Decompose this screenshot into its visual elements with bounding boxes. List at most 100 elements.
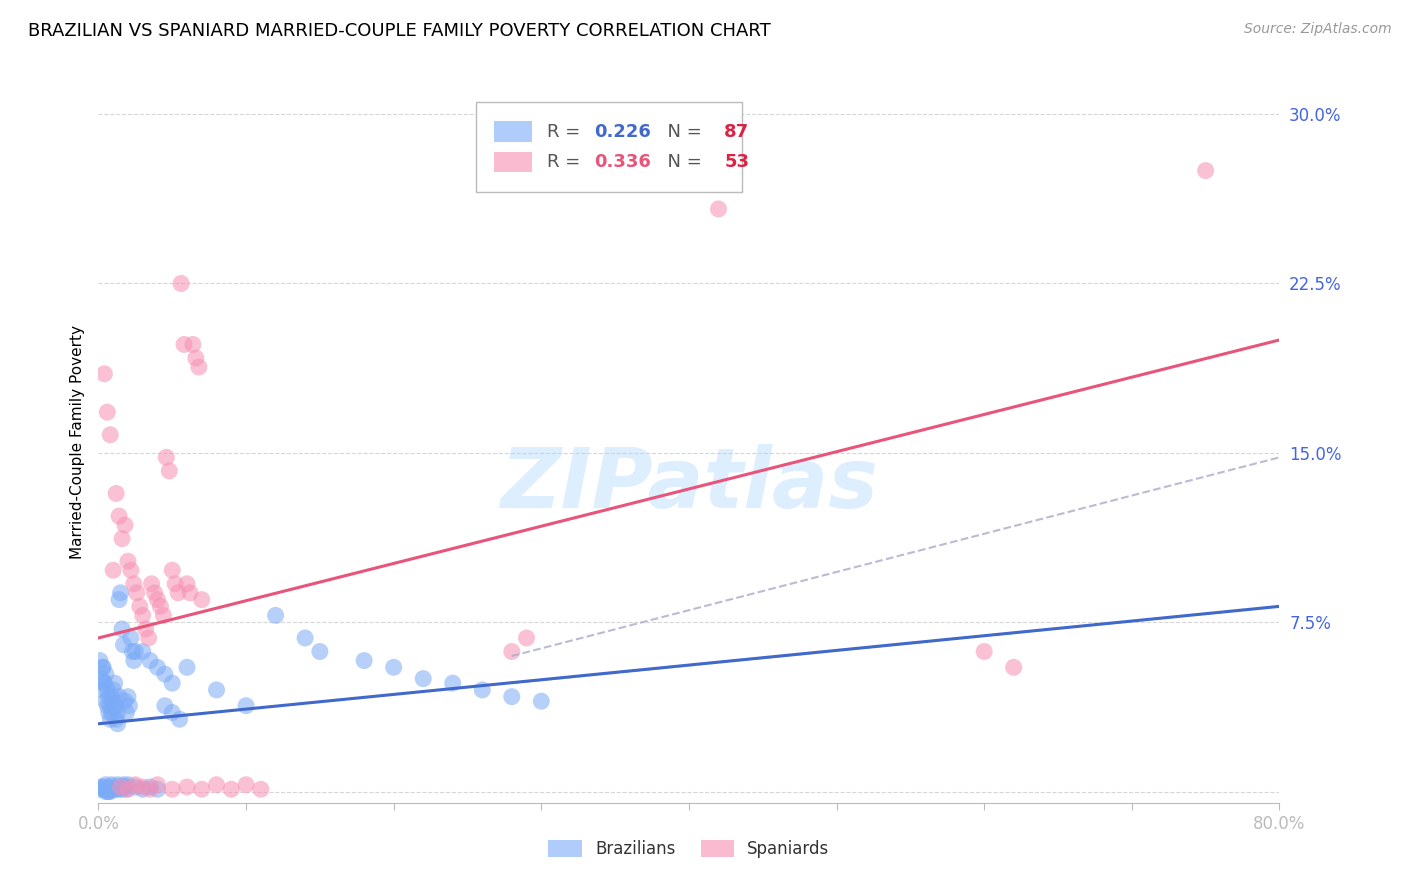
Point bbox=[96, 405, 118, 419]
Point bbox=[139, 654, 162, 668]
Point bbox=[98, 782, 121, 797]
Point bbox=[94, 778, 117, 792]
Point bbox=[105, 782, 128, 797]
Point bbox=[149, 599, 172, 614]
Point bbox=[122, 576, 145, 591]
Point bbox=[162, 676, 183, 690]
Point bbox=[111, 532, 134, 546]
Point bbox=[118, 698, 141, 713]
Point bbox=[89, 654, 111, 668]
Point bbox=[103, 782, 125, 797]
Point bbox=[104, 676, 127, 690]
Point bbox=[1002, 660, 1025, 674]
Text: ZIPatlas: ZIPatlas bbox=[501, 444, 877, 525]
Point bbox=[124, 780, 146, 794]
Text: Source: ZipAtlas.com: Source: ZipAtlas.com bbox=[1244, 22, 1392, 37]
Point bbox=[120, 563, 142, 577]
Point bbox=[124, 644, 146, 658]
Point bbox=[110, 780, 132, 794]
Point bbox=[181, 337, 204, 351]
Point bbox=[124, 778, 146, 792]
Point bbox=[501, 644, 523, 658]
Point bbox=[132, 644, 155, 658]
Point bbox=[108, 690, 131, 704]
Point bbox=[114, 518, 136, 533]
Point bbox=[111, 782, 134, 797]
Point bbox=[90, 682, 112, 697]
Point bbox=[97, 706, 120, 720]
Text: N =: N = bbox=[655, 153, 707, 171]
Point bbox=[235, 698, 257, 713]
Point bbox=[146, 778, 169, 792]
Point bbox=[155, 450, 177, 465]
Point bbox=[471, 682, 494, 697]
Point bbox=[162, 563, 183, 577]
Point bbox=[107, 716, 129, 731]
Point bbox=[97, 780, 120, 794]
Point bbox=[110, 780, 132, 794]
Point bbox=[1195, 163, 1218, 178]
Point bbox=[108, 509, 131, 524]
Point bbox=[146, 592, 169, 607]
FancyBboxPatch shape bbox=[494, 121, 531, 142]
Point bbox=[96, 698, 118, 713]
Point bbox=[157, 464, 180, 478]
Point bbox=[97, 690, 120, 704]
Text: BRAZILIAN VS SPANIARD MARRIED-COUPLE FAMILY POVERTY CORRELATION CHART: BRAZILIAN VS SPANIARD MARRIED-COUPLE FAM… bbox=[28, 22, 770, 40]
Point bbox=[94, 784, 117, 798]
Point bbox=[221, 782, 243, 797]
Point bbox=[91, 780, 114, 794]
Point bbox=[96, 782, 118, 797]
Text: 0.336: 0.336 bbox=[595, 153, 651, 171]
Point bbox=[169, 712, 191, 726]
Point bbox=[122, 654, 145, 668]
Point bbox=[93, 782, 115, 797]
Point bbox=[441, 676, 464, 690]
Point bbox=[91, 660, 114, 674]
Point bbox=[176, 660, 198, 674]
Point bbox=[100, 690, 122, 704]
Point bbox=[90, 672, 112, 686]
Point bbox=[121, 644, 143, 658]
Y-axis label: Married-Couple Family Poverty: Married-Couple Family Poverty bbox=[69, 325, 84, 558]
Point bbox=[117, 690, 139, 704]
Point bbox=[112, 778, 135, 792]
Point bbox=[100, 706, 122, 720]
Point bbox=[117, 778, 139, 792]
Point bbox=[94, 694, 117, 708]
Point bbox=[105, 712, 128, 726]
Point bbox=[973, 644, 995, 658]
Point bbox=[128, 599, 150, 614]
Point bbox=[117, 554, 139, 568]
Point bbox=[205, 778, 228, 792]
Point bbox=[97, 784, 120, 798]
Point bbox=[153, 667, 176, 681]
Point bbox=[107, 706, 129, 720]
Text: 87: 87 bbox=[724, 122, 749, 141]
Point bbox=[96, 784, 118, 798]
Point bbox=[412, 672, 434, 686]
Point bbox=[176, 780, 198, 794]
Text: R =: R = bbox=[547, 122, 586, 141]
Point bbox=[143, 586, 166, 600]
Point bbox=[96, 682, 118, 697]
Point bbox=[108, 782, 131, 797]
Point bbox=[104, 780, 127, 794]
Point bbox=[114, 694, 136, 708]
Point bbox=[205, 682, 228, 697]
Point bbox=[138, 631, 160, 645]
Point bbox=[100, 778, 122, 792]
Point bbox=[91, 660, 114, 674]
Point bbox=[125, 586, 148, 600]
Point bbox=[112, 638, 135, 652]
Text: N =: N = bbox=[655, 122, 707, 141]
Point bbox=[98, 698, 121, 713]
Point bbox=[139, 780, 162, 794]
Point bbox=[141, 576, 163, 591]
Point bbox=[132, 608, 155, 623]
Point bbox=[117, 782, 139, 797]
Point bbox=[153, 698, 176, 713]
Point bbox=[191, 782, 214, 797]
Point bbox=[111, 622, 134, 636]
Point bbox=[162, 706, 183, 720]
